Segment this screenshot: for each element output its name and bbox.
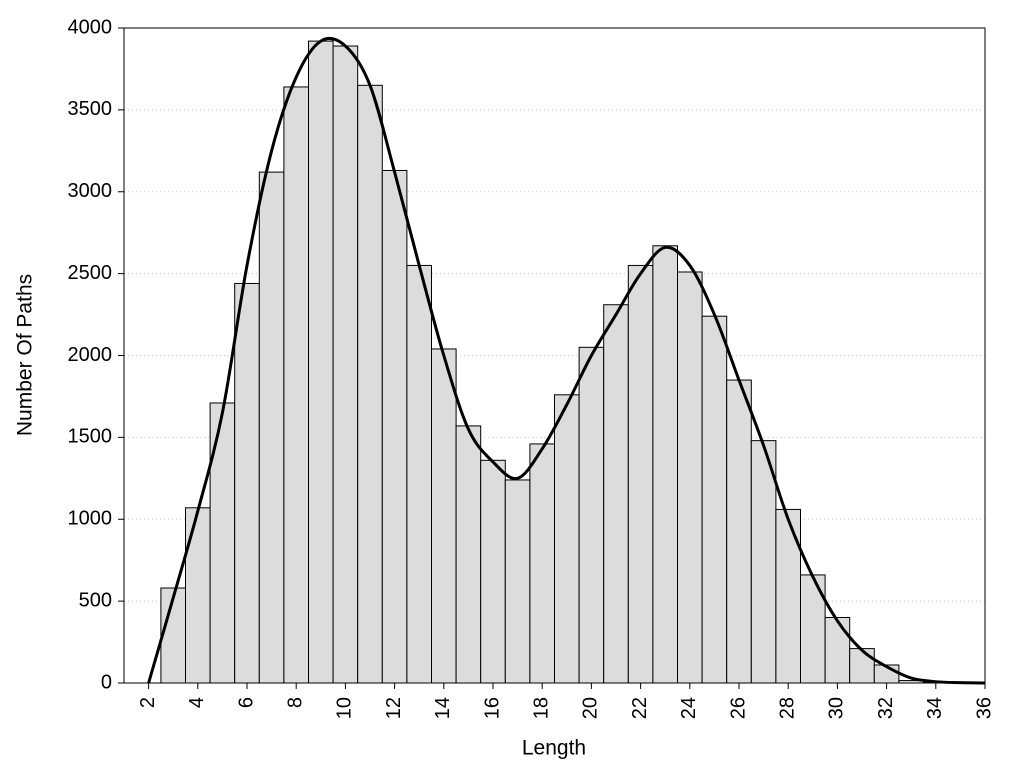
y-axis-title: Number Of Paths xyxy=(14,274,37,436)
y-tick-label: 3500 xyxy=(68,98,113,120)
plot-frame xyxy=(123,27,986,684)
x-tick-label: 26 xyxy=(727,697,749,719)
bar xyxy=(283,86,309,684)
x-tick-label: 30 xyxy=(826,697,848,719)
bar xyxy=(258,171,285,684)
bar xyxy=(504,479,531,684)
x-tick-label: 14 xyxy=(432,697,454,719)
bar xyxy=(332,45,359,684)
x-tick-label: 32 xyxy=(875,697,897,719)
bar xyxy=(308,40,334,684)
x-tick-label: 4 xyxy=(186,697,208,708)
bar xyxy=(357,84,383,684)
bar xyxy=(554,394,580,684)
y-tick-label: 4000 xyxy=(68,16,113,38)
x-tick-label: 18 xyxy=(530,697,552,719)
y-tick-label: 0 xyxy=(101,671,112,693)
y-tick-label: 2000 xyxy=(68,344,113,366)
x-tick-label: 6 xyxy=(235,697,257,708)
y-tick-label: 2500 xyxy=(68,262,113,284)
bar xyxy=(775,508,802,684)
x-tick-label: 34 xyxy=(924,697,946,719)
bar xyxy=(578,346,605,684)
bar xyxy=(824,617,851,684)
bar xyxy=(406,264,432,684)
bar xyxy=(603,304,629,684)
x-tick-label: 16 xyxy=(481,697,503,719)
x-axis-title: Length xyxy=(522,737,586,760)
bar xyxy=(431,348,457,684)
x-tick-label: 22 xyxy=(629,697,651,719)
bar xyxy=(701,315,728,684)
bar xyxy=(750,440,777,684)
y-tick-label: 500 xyxy=(79,589,112,611)
bar xyxy=(381,169,408,684)
bar xyxy=(455,425,482,684)
bar xyxy=(480,459,506,684)
x-tick-label: 24 xyxy=(678,697,700,719)
x-tick-label: 8 xyxy=(284,697,306,708)
y-tick-label: 1000 xyxy=(68,508,113,530)
bar xyxy=(677,271,703,684)
bar xyxy=(529,443,556,684)
bar xyxy=(849,648,875,684)
x-tick-label: 10 xyxy=(334,697,356,719)
x-tick-label: 20 xyxy=(580,697,602,719)
bar xyxy=(726,379,752,684)
bar xyxy=(627,264,654,684)
x-tick-label: 28 xyxy=(776,697,798,719)
x-tick-label: 12 xyxy=(383,697,405,719)
y-tick-label: 1500 xyxy=(68,426,113,448)
bar xyxy=(185,507,211,684)
bar xyxy=(652,245,679,684)
density-curve xyxy=(147,36,986,685)
bar xyxy=(234,282,260,684)
y-tick-label: 3000 xyxy=(68,180,113,202)
x-tick-label: 36 xyxy=(973,697,995,719)
x-tick-label: 2 xyxy=(137,697,159,708)
